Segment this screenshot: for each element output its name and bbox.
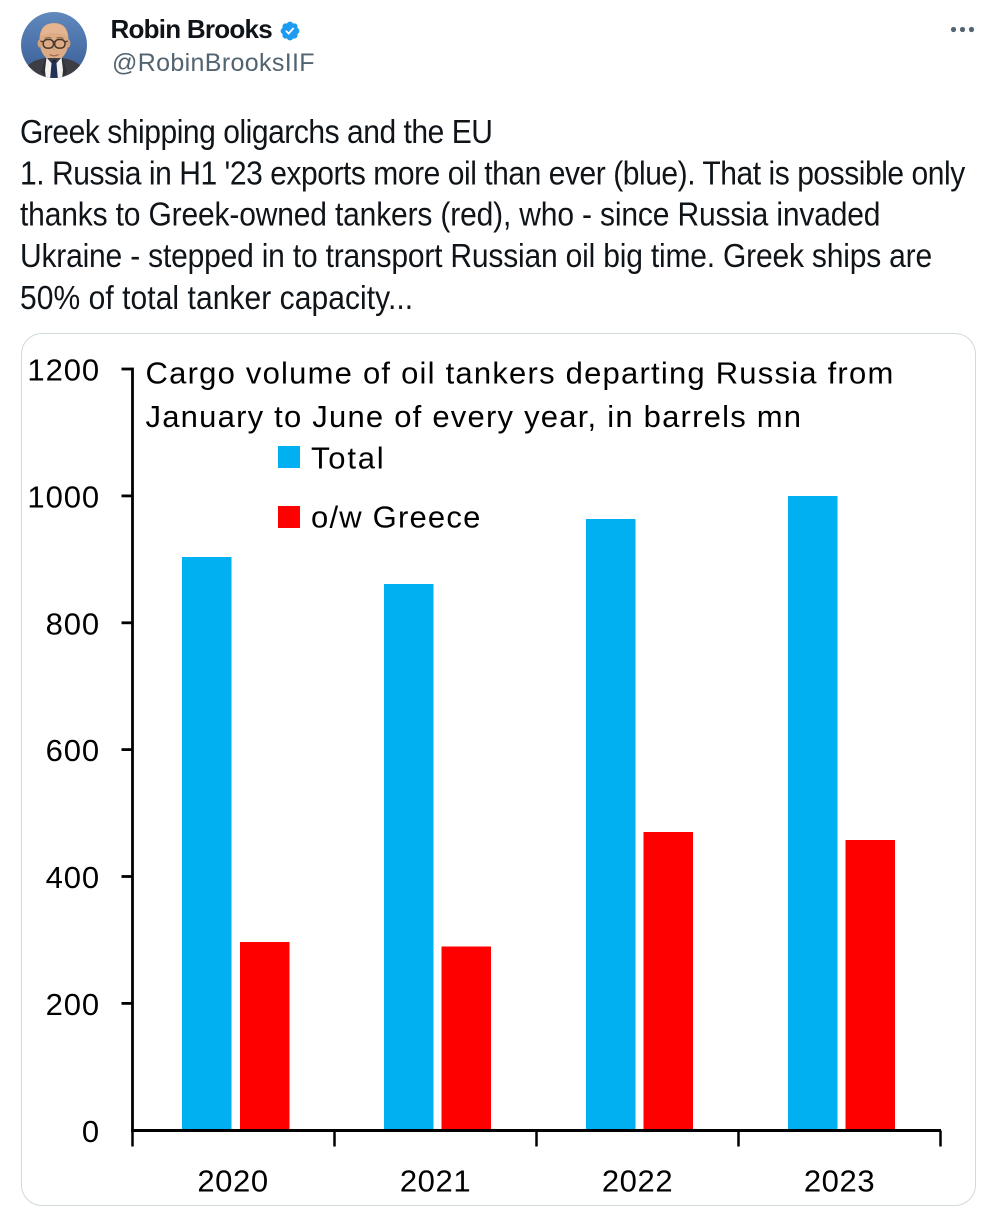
svg-text:Total: Total: [311, 441, 385, 476]
svg-text:Cargo volume of oil tankers de: Cargo volume of oil tankers departing Ru…: [146, 356, 895, 391]
svg-text:2023: 2023: [804, 1164, 875, 1199]
svg-text:400: 400: [46, 860, 100, 895]
svg-text:2022: 2022: [602, 1164, 673, 1199]
svg-text:1200: 1200: [27, 353, 100, 388]
svg-text:o/w Greece: o/w Greece: [311, 500, 482, 535]
svg-text:January to June of every year,: January to June of every year, in barrel…: [146, 399, 803, 434]
svg-text:800: 800: [46, 606, 100, 641]
svg-text:2020: 2020: [197, 1164, 268, 1199]
svg-text:1000: 1000: [27, 479, 100, 514]
svg-text:200: 200: [46, 987, 100, 1022]
svg-text:600: 600: [46, 733, 100, 768]
svg-text:2021: 2021: [400, 1164, 471, 1199]
svg-text:0: 0: [82, 1114, 100, 1149]
